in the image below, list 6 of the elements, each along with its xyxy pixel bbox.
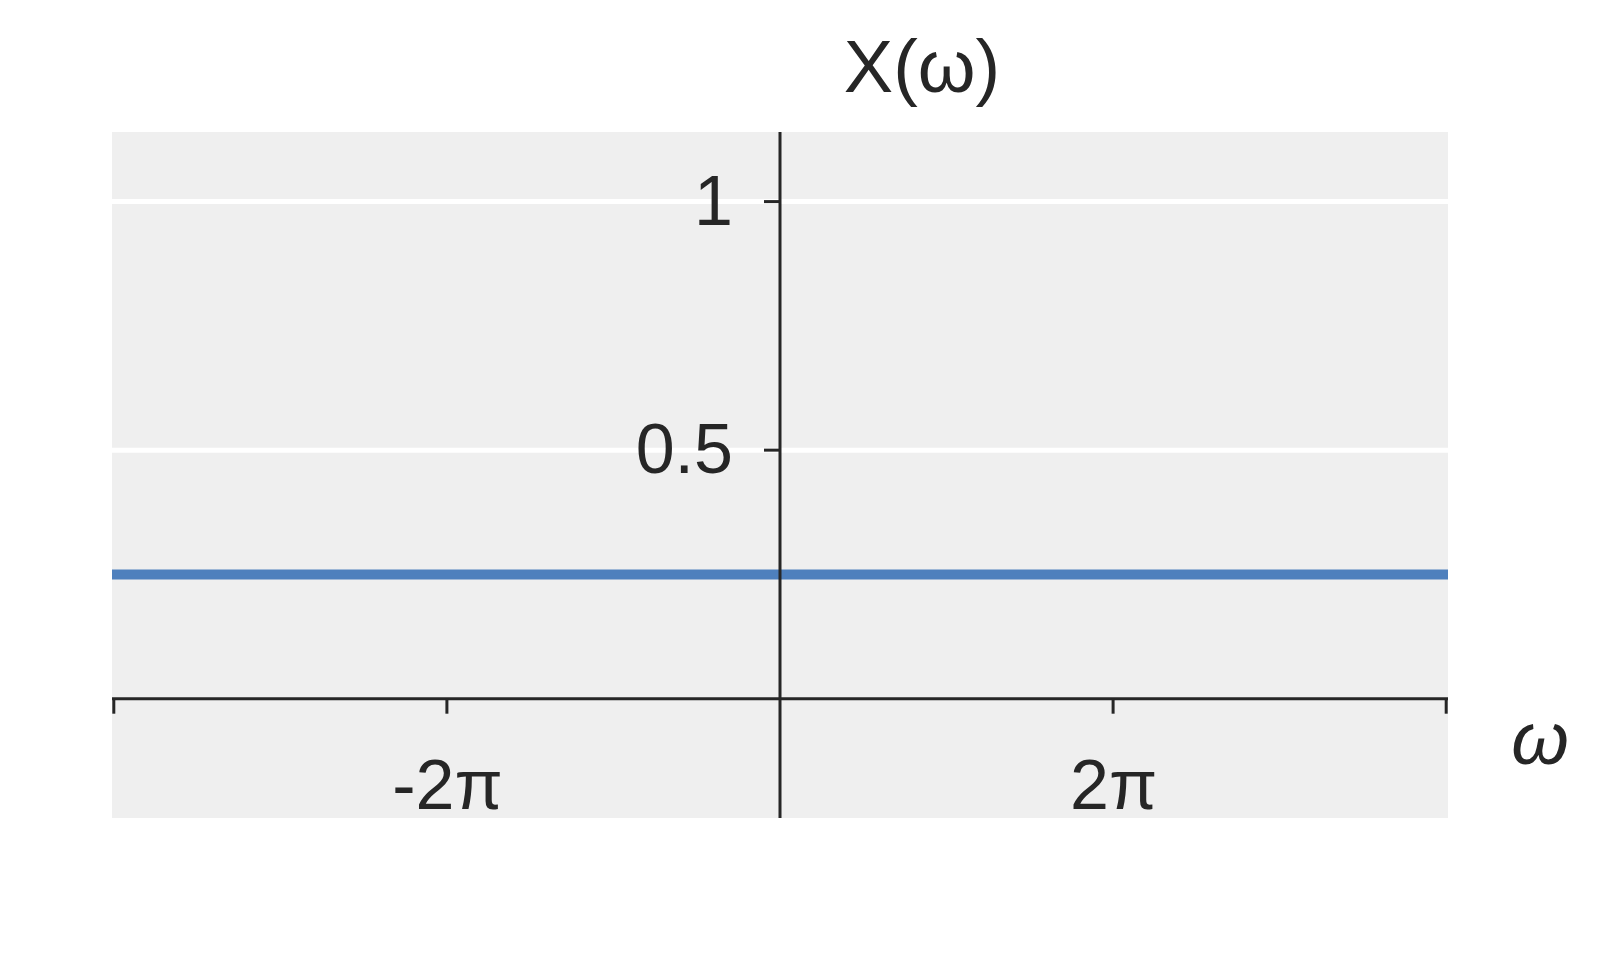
y-tick-label: 0.5 <box>635 410 733 489</box>
x-tick-label: 2π <box>1069 746 1158 825</box>
y-axis-title: X(ω) <box>843 24 1001 108</box>
y-tick-label: 1 <box>694 161 733 240</box>
x-axis-title: ω <box>1511 697 1569 781</box>
x-tick-label: -2π <box>392 746 503 825</box>
